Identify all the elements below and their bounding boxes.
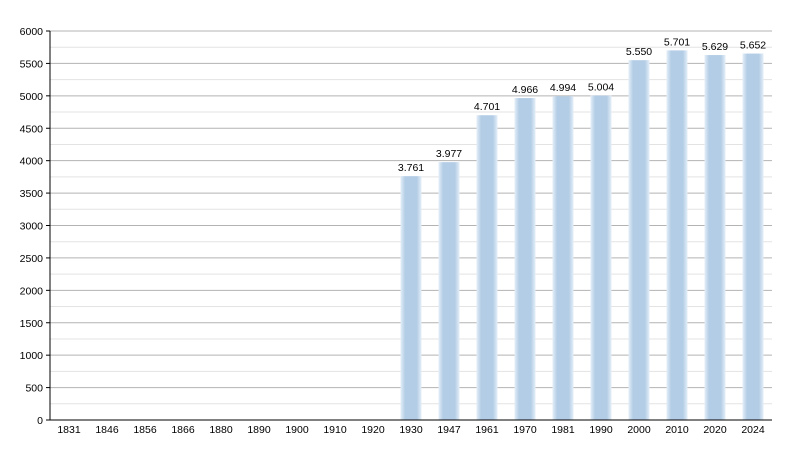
data-label-1981: 4.994	[550, 82, 576, 94]
x-tick-label-1910: 1910	[323, 424, 347, 436]
bar-1947	[438, 162, 460, 420]
x-tick-label-1981: 1981	[551, 424, 575, 436]
data-label-2010: 5.701	[664, 36, 690, 48]
x-tick-label-1880: 1880	[209, 424, 233, 436]
bar-2000	[628, 60, 650, 421]
x-tick-label-1890: 1890	[247, 424, 271, 436]
x-tick-label-1856: 1856	[133, 424, 157, 436]
y-tick-label: 4500	[20, 123, 44, 135]
y-tick-labels: 0 500 1000 1500 2000 2500 3000 3500 4000 4500 5000…	[20, 26, 44, 427]
x-tick-label-1846: 1846	[95, 424, 119, 436]
x-tick-label-1920: 1920	[361, 424, 385, 436]
y-tick-label: 5500	[20, 58, 44, 70]
data-label-2000: 5.550	[626, 46, 652, 58]
bar-2020	[704, 55, 726, 421]
data-label-1990: 5.004	[588, 82, 614, 94]
y-tick-label: 500	[25, 383, 43, 395]
data-label-2024: 5.652	[740, 40, 766, 52]
bar-1970	[514, 98, 536, 421]
y-tick-label: 1000	[20, 350, 44, 362]
bar-2024	[742, 53, 764, 420]
x-tick-label-1831: 1831	[57, 424, 81, 436]
data-labels: 3.761 3.977 4.701 4.966 4.994 5.004 5.550 5.701…	[398, 36, 766, 174]
data-label-2020: 5.629	[702, 41, 728, 53]
y-tick-label: 2000	[20, 285, 44, 297]
x-tick-label-1866: 1866	[171, 424, 195, 436]
x-tick-label-2024: 2024	[741, 424, 765, 436]
y-tick-label: 4000	[20, 156, 44, 168]
y-tick-label: 3000	[20, 221, 44, 233]
bar-1961	[476, 115, 498, 420]
y-tick-label: 2500	[20, 253, 44, 265]
x-tick-label-1947: 1947	[437, 424, 461, 436]
bars	[400, 50, 764, 421]
bar-2010	[666, 50, 688, 421]
y-tick-label: 1500	[20, 318, 44, 330]
bar-1981	[552, 96, 574, 420]
bar-1930	[400, 176, 422, 420]
x-tick-label-1961: 1961	[475, 424, 499, 436]
bar-1990	[590, 95, 612, 420]
x-tick-label-1970: 1970	[513, 424, 537, 436]
y-tick-label: 0	[37, 415, 43, 427]
y-tick-label: 6000	[20, 26, 44, 38]
data-label-1930: 3.761	[398, 162, 424, 174]
y-tick-label: 3500	[20, 188, 44, 200]
axes	[46, 30, 772, 421]
data-label-1970: 4.966	[512, 84, 538, 96]
x-tick-label-2000: 2000	[627, 424, 651, 436]
x-tick-label-2020: 2020	[703, 424, 727, 436]
x-tick-label-2010: 2010	[665, 424, 689, 436]
x-tick-label-1990: 1990	[589, 424, 613, 436]
x-tick-label-1930: 1930	[399, 424, 423, 436]
data-label-1961: 4.701	[474, 101, 500, 113]
y-tick-label: 5000	[20, 91, 44, 103]
x-tick-labels: 1831 1846 1856 1866 1880 1890 1900 1910 1920 1930…	[57, 424, 765, 436]
x-tick-label-1900: 1900	[285, 424, 309, 436]
data-label-1947: 3.977	[436, 148, 462, 160]
